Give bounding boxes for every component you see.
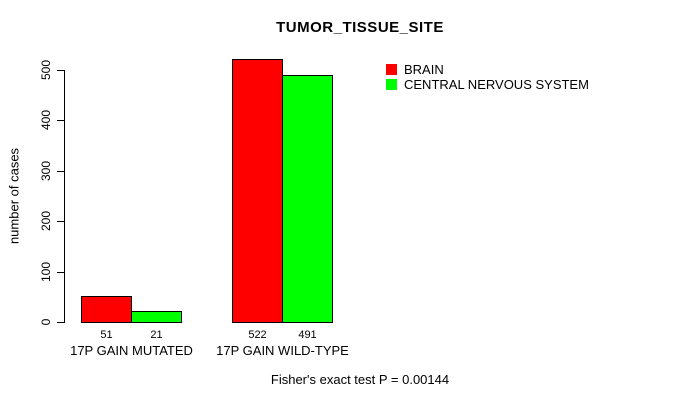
bar xyxy=(282,75,333,323)
bar-value-label: 522 xyxy=(248,329,267,341)
y-tick xyxy=(57,171,64,172)
y-axis-title: number of cases xyxy=(6,147,22,245)
y-tick xyxy=(57,70,64,71)
legend-item: BRAIN xyxy=(386,61,589,77)
y-tick xyxy=(57,272,64,273)
bar-value-label: 51 xyxy=(100,329,113,341)
legend-item: CENTRAL NERVOUS SYSTEM xyxy=(386,76,589,92)
bar xyxy=(232,59,283,323)
x-category-label: 17P GAIN WILD-TYPE xyxy=(216,343,349,358)
legend: BRAIN CENTRAL NERVOUS SYSTEM xyxy=(386,62,589,92)
legend-swatch xyxy=(386,78,397,90)
legend-label: BRAIN xyxy=(404,61,444,77)
y-tick-label: 100 xyxy=(39,261,53,283)
legend-swatch xyxy=(386,63,397,75)
y-tick-label: 400 xyxy=(39,109,53,131)
bar-value-label: 491 xyxy=(298,329,317,341)
y-tick xyxy=(57,322,64,323)
bar xyxy=(131,311,182,323)
bar xyxy=(81,296,132,323)
y-axis-line xyxy=(64,70,65,323)
x-category-label: 17P GAIN MUTATED xyxy=(70,343,193,358)
y-tick-label: 300 xyxy=(39,160,53,182)
y-tick xyxy=(57,120,64,121)
y-tick xyxy=(57,221,64,222)
y-tick-label: 500 xyxy=(39,59,53,81)
statistical-test-note: Fisher's exact test P = 0.00144 xyxy=(270,372,450,387)
y-tick-label: 200 xyxy=(39,210,53,232)
chart-title: TUMOR_TISSUE_SITE xyxy=(276,19,444,36)
y-tick-label: 0 xyxy=(39,318,53,326)
legend-label: CENTRAL NERVOUS SYSTEM xyxy=(404,76,589,92)
bar-value-label: 21 xyxy=(150,329,163,341)
